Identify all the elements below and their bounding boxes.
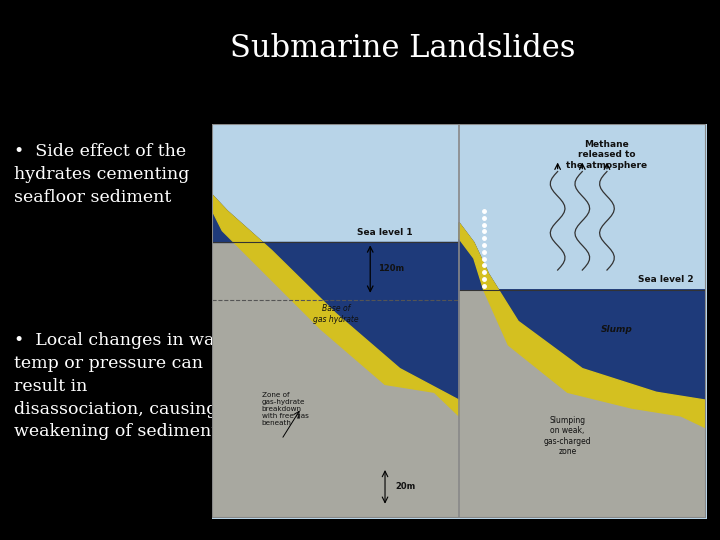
Text: •  Local changes in water
temp or pressure can
result in
disassociation, causing: • Local changes in water temp or pressur… <box>14 332 240 441</box>
Text: Slumping
on weak,
gas-charged
zone: Slumping on weak, gas-charged zone <box>544 416 591 456</box>
Text: 20m: 20m <box>395 482 415 491</box>
Polygon shape <box>212 195 459 518</box>
Polygon shape <box>459 222 706 400</box>
Text: 120m: 120m <box>377 264 404 273</box>
Text: Base of
gas hydrate: Base of gas hydrate <box>313 305 359 324</box>
Polygon shape <box>212 195 459 416</box>
Text: Slump: Slump <box>601 325 633 334</box>
Polygon shape <box>459 222 706 428</box>
Text: •  Side effect of the
hydrates cementing
seafloor sediment: • Side effect of the hydrates cementing … <box>14 143 190 206</box>
Text: Zone of
gas-hydrate
breakdown
with free gas
beneath: Zone of gas-hydrate breakdown with free … <box>262 392 309 426</box>
Text: Sea level 2: Sea level 2 <box>639 275 694 284</box>
Polygon shape <box>459 222 706 518</box>
Text: Methane
released to
the atmosphere: Methane released to the atmosphere <box>567 140 647 170</box>
Polygon shape <box>212 195 459 400</box>
Text: Submarine Landslides: Submarine Landslides <box>230 33 576 64</box>
Text: Sea level 1: Sea level 1 <box>357 227 413 237</box>
